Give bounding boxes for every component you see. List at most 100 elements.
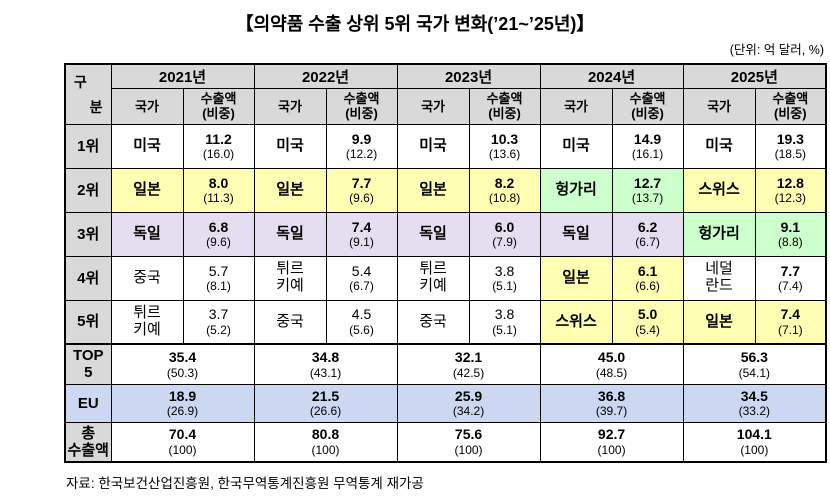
col-header-value: 수출액 (비중)	[468, 88, 541, 125]
value-cell: 7.7 (7.4)	[754, 255, 827, 301]
summary-share: (43.1)	[309, 365, 342, 380]
summary-share: (100)	[740, 443, 769, 458]
col-header-value: 수출액 (비중)	[611, 88, 684, 125]
summary-cell: 80.8 (100)	[253, 421, 398, 463]
value-cell: 4.5 (5.6)	[325, 299, 398, 345]
col-header-country: 국가	[682, 88, 756, 125]
export-share: (13.6)	[488, 147, 521, 162]
summary-share: (100)	[311, 443, 340, 458]
export-share: (12.2)	[345, 147, 378, 162]
rank-row-1: 1위 미국 11.2 (16.0) 미국 9.9 (12.2) 미국 10.3 …	[64, 123, 827, 169]
value-cell: 9.1 (8.8)	[754, 211, 827, 257]
col-header-value: 수출액 (비중)	[182, 88, 255, 125]
country-cell: 미국	[253, 123, 327, 169]
page-title: 【의약품 수출 상위 5위 국가 변화(’21~’25년)】	[235, 14, 595, 34]
export-amount: 8.2	[494, 174, 515, 191]
unit-note: (단위: 억 달러, %)	[729, 43, 824, 57]
export-amount: 3.8	[494, 262, 515, 279]
export-share: (9.6)	[206, 235, 231, 250]
year-header-2023: 2023년	[396, 63, 541, 89]
export-share: (8.1)	[206, 279, 231, 294]
export-amount: 11.2	[205, 130, 232, 147]
value-cell: 5.4 (6.7)	[325, 255, 398, 301]
export-amount: 7.7	[780, 262, 801, 279]
col-header-country: 국가	[253, 88, 327, 125]
export-share: (11.3)	[203, 191, 234, 206]
summary-amount: 36.8	[597, 387, 626, 404]
export-share: (5.1)	[492, 279, 517, 294]
country-cell: 일본	[396, 167, 470, 213]
value-cell: 3.8 (5.1)	[468, 299, 541, 345]
export-share: (13.7)	[631, 191, 664, 206]
rank-label: 5위	[64, 299, 112, 345]
export-share: (9.6)	[349, 191, 374, 206]
summary-amount: 80.8	[311, 426, 340, 443]
value-cell: 3.8 (5.1)	[468, 255, 541, 301]
country-cell: 미국	[539, 123, 613, 169]
export-amount: 9.1	[780, 218, 801, 235]
export-share: (6.7)	[349, 279, 374, 294]
export-amount: 7.4	[351, 218, 372, 235]
value-cell: 3.7 (5.2)	[182, 299, 255, 345]
summary-cell: 70.4 (100)	[110, 421, 255, 463]
summary-row-top5: TOP 5 35.4 (50.3) 34.8 (43.1) 32.1 (42.5…	[64, 343, 827, 385]
value-cell: 6.0 (7.9)	[468, 211, 541, 257]
export-share: (16.1)	[631, 147, 664, 162]
country-cell: 스위스	[682, 167, 756, 213]
summary-label-total: 총 수출액	[64, 421, 112, 463]
summary-amount: 75.6	[454, 426, 483, 443]
rank-row-5: 5위 튀르 키예 3.7 (5.2) 중국 4.5 (5.6) 중국 3.8 (…	[64, 299, 827, 345]
export-share: (10.8)	[488, 191, 521, 206]
corner-char-bottom: 분	[89, 98, 103, 115]
export-amount: 9.9	[351, 130, 372, 147]
summary-share: (100)	[454, 443, 483, 458]
rank-label: 3위	[64, 211, 112, 257]
export-amount: 5.4	[351, 262, 372, 279]
summary-cell: 92.7 (100)	[539, 421, 684, 463]
summary-cell: 104.1 (100)	[682, 421, 827, 463]
country-cell: 네덜 란드	[682, 255, 756, 301]
value-cell: 7.4 (7.1)	[754, 299, 827, 345]
summary-share: (54.1)	[738, 365, 770, 380]
export-amount: 12.7	[633, 174, 662, 191]
summary-share: (48.5)	[595, 365, 628, 380]
export-share: (7.1)	[777, 323, 803, 338]
value-cell: 19.3 (18.5)	[754, 123, 827, 169]
value-cell: 6.8 (9.6)	[182, 211, 255, 257]
col-header-value: 수출액 (비중)	[325, 88, 398, 125]
country-cell: 중국	[110, 255, 184, 301]
export-share: (7.9)	[492, 235, 517, 250]
country-cell: 독일	[396, 211, 470, 257]
export-share: (16.0)	[202, 147, 235, 162]
export-amount: 5.7	[208, 262, 229, 279]
export-amount: 3.8	[494, 306, 515, 323]
export-amount: 19.3	[776, 130, 804, 147]
col-header-country: 국가	[396, 88, 470, 125]
subheader-row: 국가 수출액 (비중) 국가 수출액 (비중) 국가 수출액 (비중) 국가 수…	[65, 88, 827, 125]
country-cell: 일본	[682, 299, 756, 345]
source-note: 자료: 한국보건산업진흥원, 한국무역통계진흥원 무역통계 재가공	[66, 476, 424, 492]
summary-share: (33.2)	[738, 404, 770, 419]
rank-row-2: 2위 일본 8.0 (11.3) 일본 7.7 (9.6) 일본 8.2 (10…	[64, 167, 827, 213]
export-share: (5.6)	[349, 323, 374, 338]
rank-label: 4위	[64, 255, 112, 301]
rank-label: 1위	[64, 123, 112, 169]
value-cell: 8.0 (11.3)	[182, 167, 255, 213]
summary-cell: 21.5 (26.6)	[253, 383, 398, 423]
summary-share: (39.7)	[595, 404, 628, 419]
country-cell: 일본	[539, 255, 613, 301]
value-cell: 7.7 (9.6)	[325, 167, 398, 213]
country-cell: 미국	[110, 123, 184, 169]
export-amount: 12.8	[776, 174, 804, 191]
country-cell: 일본	[110, 167, 184, 213]
value-cell: 6.2 (6.7)	[611, 211, 684, 257]
country-cell: 미국	[682, 123, 756, 169]
export-amount: 7.7	[351, 174, 372, 191]
summary-cell: 34.5 (33.2)	[682, 383, 827, 423]
summary-share: (26.6)	[309, 404, 342, 419]
summary-cell: 32.1 (42.5)	[396, 343, 541, 385]
summary-amount: 34.8	[311, 348, 340, 365]
summary-share: (42.5)	[452, 365, 485, 380]
export-share: (9.1)	[349, 235, 374, 250]
country-cell: 중국	[253, 299, 327, 345]
